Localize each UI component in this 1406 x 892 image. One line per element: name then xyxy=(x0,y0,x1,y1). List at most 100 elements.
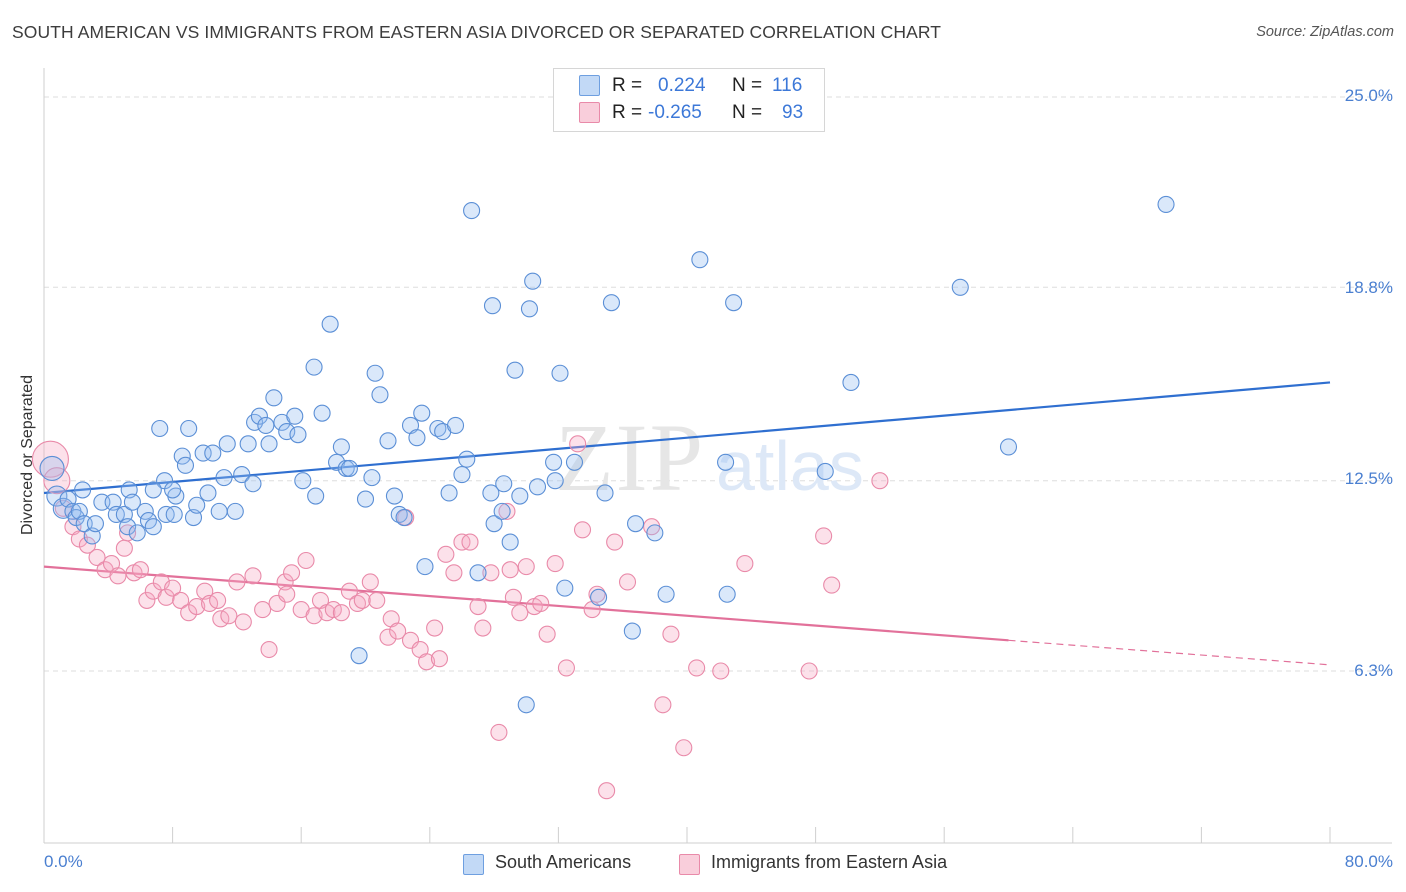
n-label: N = xyxy=(732,102,763,123)
data-point-south-americans xyxy=(278,423,296,441)
y-axis-label: Divorced or Separated xyxy=(19,374,36,536)
data-point-eastern-asia xyxy=(430,650,448,668)
legend-label: Immigrants from Eastern Asia xyxy=(711,852,948,872)
stats-swatch-blue xyxy=(579,75,600,96)
data-point-south-americans xyxy=(128,524,146,542)
data-point-south-americans xyxy=(440,484,458,502)
trend-line-eastern-asia xyxy=(43,565,1009,642)
data-point-south-americans xyxy=(999,438,1018,456)
data-point-eastern-asia xyxy=(332,604,350,622)
stats-box: R = 0.224 N = 116 R = -0.265 N = 93 xyxy=(553,68,825,132)
data-point-south-americans xyxy=(842,373,860,392)
data-point-south-americans xyxy=(210,502,228,520)
n-label: N = xyxy=(732,75,763,96)
data-point-south-americans xyxy=(395,508,413,527)
data-point-south-americans xyxy=(371,386,389,404)
data-point-south-americans xyxy=(718,585,736,603)
data-point-south-americans xyxy=(39,455,65,481)
data-point-eastern-asia xyxy=(283,564,301,582)
y-tick-label: 12.5% xyxy=(1344,469,1393,488)
watermark-zip: ZIP xyxy=(555,404,705,511)
data-point-south-americans xyxy=(379,432,397,450)
data-point-south-americans xyxy=(218,435,236,453)
stats-swatch-pink xyxy=(579,102,600,123)
data-point-south-americans xyxy=(136,502,154,520)
data-point-eastern-asia xyxy=(340,582,358,600)
watermark: ZIP atlas xyxy=(555,404,864,511)
data-point-eastern-asia xyxy=(244,567,262,585)
x-tick-label-max: 80.0% xyxy=(1344,852,1393,871)
data-point-south-americans xyxy=(506,361,524,379)
trend-line-eastern-asia-extension xyxy=(1008,639,1331,666)
data-point-eastern-asia xyxy=(662,625,680,643)
data-point-south-americans xyxy=(350,647,368,665)
data-point-south-americans xyxy=(1157,195,1175,213)
data-point-south-americans xyxy=(215,469,233,487)
data-point-south-americans xyxy=(239,435,257,453)
stats-row-south-americans: R = 0.224 N = 116 xyxy=(554,75,824,101)
data-point-eastern-asia xyxy=(418,653,436,671)
data-point-eastern-asia xyxy=(815,527,833,545)
data-point-eastern-asia xyxy=(368,591,386,609)
data-point-south-americans xyxy=(46,485,68,507)
data-point-south-americans xyxy=(483,297,502,315)
data-point-south-americans xyxy=(691,251,709,269)
data-point-south-americans xyxy=(265,389,283,407)
data-point-south-americans xyxy=(260,435,278,453)
data-point-eastern-asia xyxy=(260,640,278,659)
data-point-south-americans xyxy=(233,466,251,484)
data-point-eastern-asia xyxy=(188,597,206,616)
data-point-south-americans xyxy=(176,456,195,474)
data-point-south-americans xyxy=(74,481,92,499)
data-point-south-americans xyxy=(556,579,574,597)
data-point-eastern-asia xyxy=(157,588,175,606)
trend-lines xyxy=(43,381,1331,666)
data-point-south-americans xyxy=(501,533,519,551)
data-point-south-americans xyxy=(646,524,664,542)
data-point-eastern-asia xyxy=(88,548,106,566)
data-point-eastern-asia xyxy=(800,662,818,680)
data-point-south-americans xyxy=(356,490,375,508)
data-point-eastern-asia xyxy=(109,567,127,585)
data-point-eastern-asia xyxy=(490,723,508,741)
data-point-south-americans xyxy=(545,453,563,471)
data-point-eastern-asia xyxy=(511,604,529,622)
source-label: Source: ZipAtlas.com xyxy=(1256,24,1394,40)
data-point-eastern-asia xyxy=(501,561,519,579)
y-tick-label: 6.3% xyxy=(1354,661,1393,680)
data-point-south-americans xyxy=(307,487,325,505)
data-point-south-americans xyxy=(565,453,584,471)
data-point-south-americans xyxy=(390,505,408,524)
data-point-eastern-asia xyxy=(606,533,624,551)
data-point-south-americans xyxy=(520,300,539,318)
data-point-south-americans xyxy=(164,481,182,499)
data-point-south-americans xyxy=(416,558,434,576)
data-point-south-americans xyxy=(321,315,339,333)
data-point-south-americans xyxy=(165,505,183,524)
data-point-eastern-asia xyxy=(517,558,535,576)
data-point-south-americans xyxy=(429,419,447,438)
data-point-eastern-asia xyxy=(654,696,672,714)
data-point-south-americans xyxy=(816,462,834,481)
data-point-eastern-asia xyxy=(305,607,323,625)
data-point-south-americans xyxy=(144,481,162,499)
data-point-eastern-asia xyxy=(348,594,367,613)
series-south-americans xyxy=(39,195,1175,714)
r-label: R = xyxy=(612,75,643,96)
data-point-south-americans xyxy=(199,484,217,502)
data-point-eastern-asia xyxy=(461,533,479,551)
data-point-eastern-asia xyxy=(361,573,379,591)
data-point-eastern-asia xyxy=(532,594,550,613)
data-point-south-americans xyxy=(495,475,513,493)
data-point-south-americans xyxy=(86,515,104,533)
y-tick-label: 25.0% xyxy=(1344,86,1393,105)
axes xyxy=(43,68,1392,844)
data-point-south-americans xyxy=(524,272,542,290)
data-point-south-americans xyxy=(446,416,465,434)
data-point-eastern-asia xyxy=(234,613,252,631)
data-point-eastern-asia xyxy=(546,555,564,573)
data-point-eastern-asia xyxy=(43,467,71,495)
data-point-eastern-asia xyxy=(379,628,397,646)
data-point-eastern-asia xyxy=(445,564,463,582)
